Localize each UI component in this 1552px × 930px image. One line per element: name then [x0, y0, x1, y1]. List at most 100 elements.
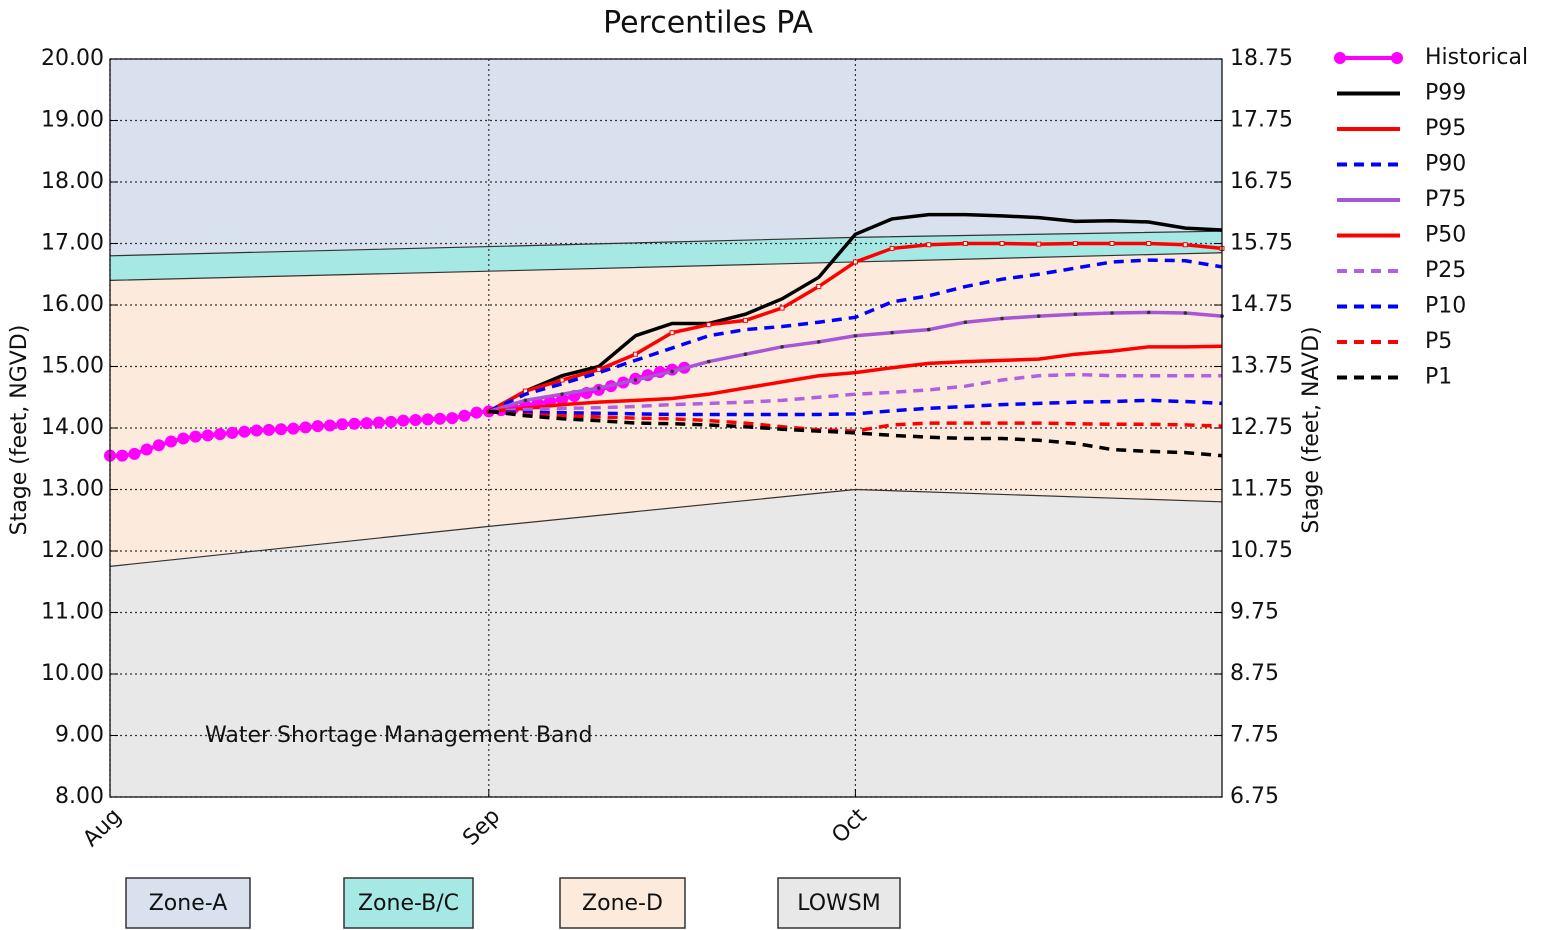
point [560, 392, 564, 396]
point [1036, 241, 1042, 247]
y-tick-label: 20.00 [41, 46, 104, 71]
legend-label: P75 [1425, 187, 1466, 212]
zone-boundary [109, 252, 1223, 281]
point [385, 415, 398, 428]
point [372, 416, 385, 429]
point [311, 420, 324, 433]
point [299, 421, 312, 434]
point [165, 435, 178, 448]
point [336, 418, 349, 431]
y2-tick-label: 12.75 [1230, 415, 1293, 440]
zone-boundary [109, 230, 1223, 257]
point [926, 242, 932, 248]
point [1036, 314, 1041, 318]
point [1182, 242, 1188, 248]
y2-axis-label: Stage (feet, NAVD) [1299, 326, 1324, 533]
point [348, 417, 361, 430]
y2-tick-label: 17.75 [1230, 108, 1293, 133]
point [1073, 312, 1078, 317]
point [670, 369, 674, 374]
point [470, 406, 483, 419]
legend-marker [1334, 52, 1346, 64]
point [433, 412, 446, 425]
zone-area [110, 489, 1222, 797]
point [1146, 241, 1152, 246]
y-tick-label: 17.00 [41, 231, 104, 256]
point [1000, 316, 1004, 321]
point [128, 447, 141, 460]
point [596, 386, 601, 390]
x-tick-label: Sep [458, 804, 505, 851]
point [177, 432, 190, 445]
y-tick-label: 8.00 [55, 784, 104, 809]
point [816, 340, 821, 344]
point [1110, 311, 1114, 315]
point [323, 419, 336, 432]
y-axis-label: Stage (feet, NGVD) [7, 325, 32, 536]
legend-label: P25 [1425, 258, 1466, 283]
chart-title: Percentiles PA [603, 6, 813, 41]
point [238, 425, 251, 438]
series-line [488, 372, 1222, 414]
y2-tick-label: 7.75 [1230, 723, 1279, 748]
point [397, 414, 410, 427]
series-line [487, 212, 1223, 413]
zone-legend-label: Zone-A [149, 891, 228, 916]
point [963, 320, 968, 325]
y-tick-label: 10.00 [41, 661, 104, 686]
y2-tick-label: 8.75 [1230, 661, 1279, 686]
point [816, 284, 822, 290]
point [633, 378, 638, 382]
point [962, 241, 968, 246]
point [706, 359, 711, 364]
y2-tick-label: 16.75 [1230, 169, 1293, 194]
point [226, 426, 239, 439]
point [596, 367, 602, 373]
y-tick-label: 12.00 [41, 538, 104, 563]
point [213, 428, 226, 441]
zone-legend-label: LOWSM [797, 891, 881, 916]
legend-label: P50 [1425, 223, 1466, 248]
y-tick-label: 16.00 [41, 292, 104, 317]
zone-legend-label: Zone-D [582, 891, 663, 916]
series-line [488, 344, 1223, 414]
y-tick-label: 13.00 [41, 477, 104, 502]
y-tick-label: 15.00 [41, 354, 104, 379]
legend-label: P1 [1425, 365, 1452, 390]
zone-legend-box [559, 877, 686, 929]
series-line [488, 409, 1223, 458]
point [669, 330, 675, 336]
point [262, 423, 275, 436]
point [780, 345, 784, 349]
point [409, 414, 422, 427]
point [360, 417, 373, 430]
zone-boundary [109, 488, 1223, 567]
point [1109, 241, 1115, 246]
zone-legend-box [777, 877, 901, 929]
y-tick-label: 18.00 [41, 169, 104, 194]
point [189, 430, 202, 443]
y2-tick-label: 15.75 [1230, 231, 1293, 256]
zone-legend-box [125, 877, 251, 929]
legend-label: P99 [1425, 81, 1466, 106]
point [890, 330, 894, 335]
zone-area [110, 59, 1222, 256]
legend-label: P10 [1425, 294, 1466, 319]
legend-label: P90 [1425, 152, 1466, 177]
y2-tick-label: 10.75 [1230, 538, 1293, 563]
point [779, 305, 785, 311]
zone-legend-label: Zone-B/C [358, 891, 459, 916]
point [250, 424, 263, 437]
point [275, 423, 288, 436]
x-tick-label: Oct [827, 804, 872, 849]
plot-frame [109, 58, 1223, 798]
point [852, 259, 858, 265]
zone-legend-box [343, 877, 474, 929]
y2-tick-label: 6.75 [1230, 784, 1279, 809]
point [853, 333, 858, 338]
point [287, 422, 300, 435]
y2-tick-label: 11.75 [1230, 477, 1293, 502]
series-line [488, 258, 1223, 413]
y-tick-label: 14.00 [41, 415, 104, 440]
